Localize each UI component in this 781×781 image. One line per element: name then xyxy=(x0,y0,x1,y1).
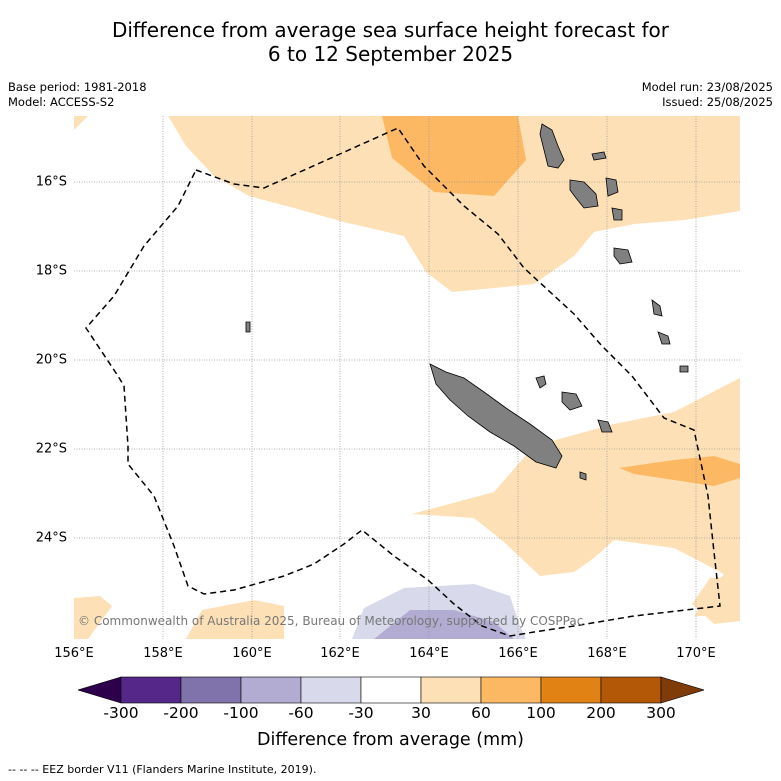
colorbar-swatch xyxy=(540,676,602,704)
colorbar-tick-label: 300 xyxy=(646,704,676,722)
meta-right: Model run: 23/08/2025 Issued: 25/08/2025 xyxy=(642,80,773,110)
lon-label-164e: 164°E xyxy=(409,646,449,661)
model-run: Model run: 23/08/2025 xyxy=(641,80,773,94)
colorbar-swatch xyxy=(420,676,482,704)
vanuatu-aneityum xyxy=(657,331,671,345)
colorbar-tick-label: 60 xyxy=(471,704,491,722)
colorbar-swatch xyxy=(300,676,362,704)
anomaly-area-30-60-west-corner xyxy=(74,116,88,130)
colorbar-tick-label: -30 xyxy=(348,704,374,722)
colorbar-extend-low xyxy=(76,676,122,704)
colorbar-tick-label: -200 xyxy=(163,704,199,722)
colorbar-swatch xyxy=(180,676,242,704)
lon-label-166e: 166°E xyxy=(498,646,538,661)
issued-date: Issued: 25/08/2025 xyxy=(662,95,773,109)
anomaly-area-30-60-east xyxy=(412,378,740,616)
loyalty-island-maré xyxy=(561,391,583,411)
vanuatu-malakula xyxy=(569,179,599,209)
lon-label-156e: 156°E xyxy=(54,646,94,661)
lon-label-162e: 162°E xyxy=(320,646,360,661)
anomaly-area-30-60-southeast xyxy=(692,576,740,624)
anomaly-area-30-60-south xyxy=(186,600,284,639)
colorbar-swatch xyxy=(120,676,182,704)
lat-label-18s: 18°S xyxy=(35,263,67,279)
lon-label-170e: 170°E xyxy=(676,646,716,661)
base-period: Base period: 1981-2018 xyxy=(8,80,147,94)
vanuatu-small-island-2 xyxy=(605,177,619,197)
lat-label-24s: 24°S xyxy=(35,530,67,546)
colorbar-swatch xyxy=(480,676,542,704)
colorbar-extend-high xyxy=(660,676,706,704)
colorbar-tick-label: 200 xyxy=(586,704,616,722)
eez-legend-note: -- -- -- EEZ border V11 (Flanders Marine… xyxy=(8,763,317,776)
colorbar-title: Difference from average (mm) xyxy=(256,730,525,750)
anomaly-area-60-100-north xyxy=(382,116,526,196)
colorbar-tick-label: 30 xyxy=(411,704,431,722)
lon-label-158e: 158°E xyxy=(143,646,183,661)
lat-label-16s: 16°S xyxy=(35,174,67,190)
vanuatu-espiritu-santo xyxy=(539,123,565,169)
model-name: Model: ACCESS-S2 xyxy=(8,95,115,109)
colorbar-swatches xyxy=(76,676,706,704)
eez-border xyxy=(85,127,721,637)
sea-height-map xyxy=(74,116,740,639)
colorbar-swatch xyxy=(360,676,422,704)
colorbar-tick-label: -300 xyxy=(103,704,139,722)
anomaly-area-30-60-southwest xyxy=(74,596,112,639)
land-masses xyxy=(245,123,689,481)
anomaly-area-negative-medium xyxy=(374,610,514,639)
meta-left: Base period: 1981-2018 Model: ACCESS-S2 xyxy=(8,80,147,110)
copyright-notice: © Commonwealth of Australia 2025, Bureau… xyxy=(78,614,584,628)
chart-title: Difference from average sea surface heig… xyxy=(0,18,781,66)
vanuatu-efate xyxy=(611,207,623,221)
anomaly-area-60-100-east xyxy=(619,456,740,486)
vanuatu-tanna xyxy=(651,299,663,317)
vanuatu-erromango xyxy=(613,247,633,265)
title-line-1: Difference from average sea surface heig… xyxy=(111,18,670,42)
title-line-2: 6 to 12 September 2025 xyxy=(267,42,514,66)
graticule xyxy=(74,116,740,639)
anomaly-area-30-60-north xyxy=(168,116,740,292)
vanuatu-small-island-1 xyxy=(591,151,607,161)
chesterfield-reef xyxy=(245,321,251,333)
lat-label-20s: 20°S xyxy=(35,352,67,368)
colorbar-tick-label: -100 xyxy=(223,704,259,722)
lon-label-160e: 160°E xyxy=(232,646,272,661)
lon-label-168e: 168°E xyxy=(587,646,627,661)
loyalty-island-lifou xyxy=(597,419,613,433)
island-southeast-small xyxy=(579,471,587,481)
colorbar-swatch xyxy=(240,676,302,704)
lat-label-22s: 22°S xyxy=(35,441,67,457)
island-far-east xyxy=(679,365,689,373)
colorbar-tick-label: -60 xyxy=(288,704,314,722)
map-canvas xyxy=(74,116,740,639)
colorbar-tick-label: 100 xyxy=(526,704,556,722)
colorbar-swatch xyxy=(600,676,662,704)
new-caledonia-island xyxy=(429,363,563,469)
loyalty-island-north xyxy=(535,375,547,389)
colorbar xyxy=(76,675,706,709)
